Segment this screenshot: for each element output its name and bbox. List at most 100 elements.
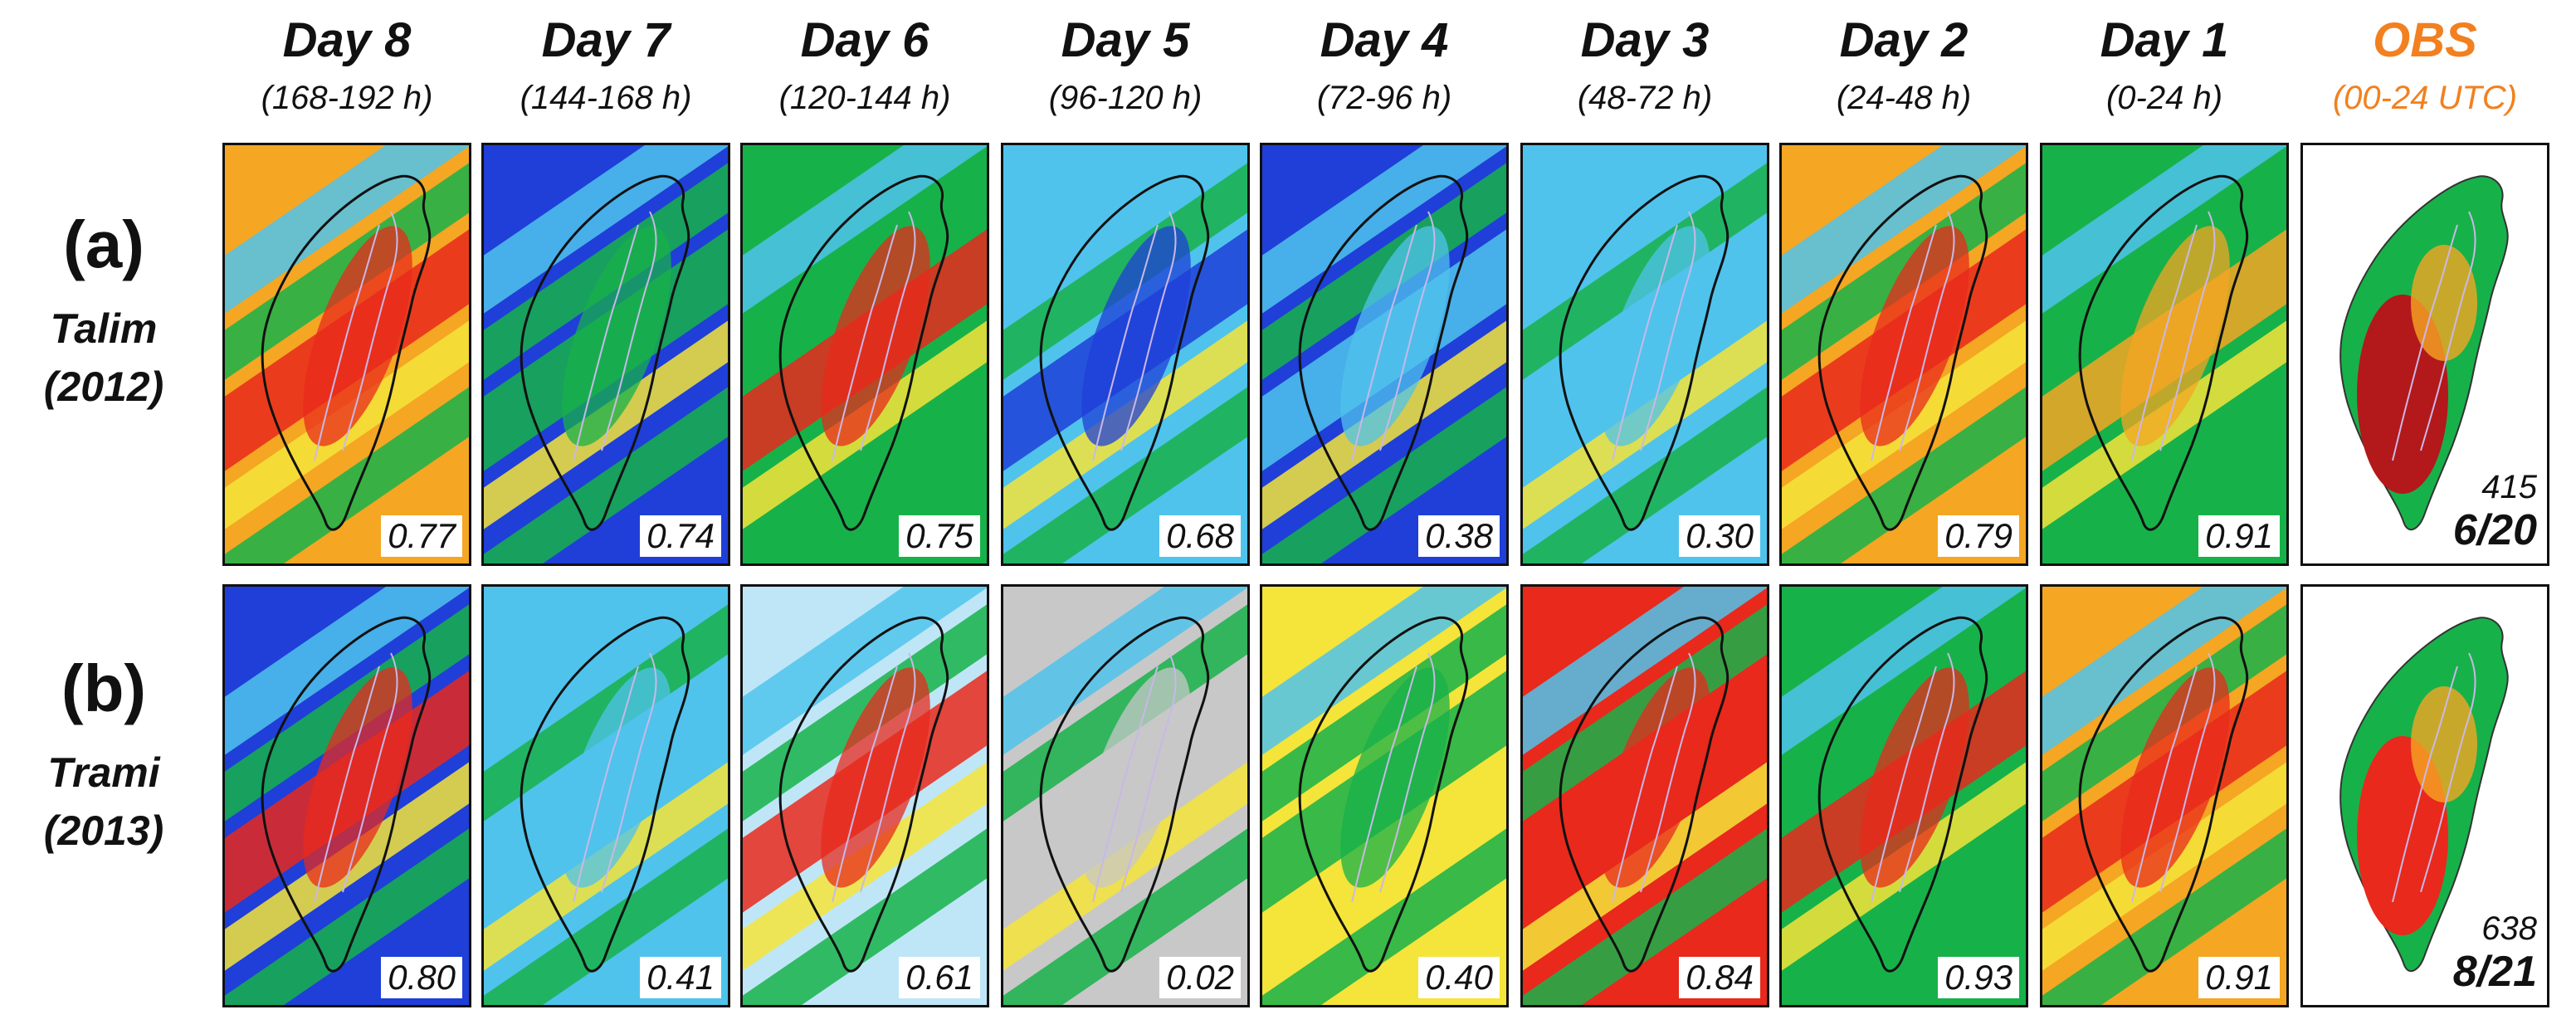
rainfall-map	[1262, 145, 1506, 563]
rain-band	[484, 828, 728, 1005]
column-title: Day 5	[1061, 13, 1190, 67]
forecast-map: 0.30	[1520, 143, 1769, 566]
rain-band	[1003, 587, 1247, 755]
island-outline	[1298, 174, 1469, 531]
rain-band	[1523, 828, 1767, 1005]
observation-map: 638 8/21	[2300, 584, 2549, 1007]
terrain-contour	[832, 211, 916, 461]
rain-band	[484, 387, 728, 563]
column-title: Day 6	[800, 13, 929, 67]
skill-score: 0.68	[1159, 515, 1241, 557]
island-outline	[1039, 174, 1210, 531]
rain-band	[225, 587, 469, 755]
rain-core	[562, 667, 671, 888]
observed-max-rainfall: 415	[2481, 469, 2537, 505]
island-outline	[261, 174, 432, 531]
rain-core	[1860, 226, 1969, 446]
island-outline	[778, 174, 949, 531]
terrain-contour	[573, 652, 657, 903]
terrain-contour	[1871, 211, 1955, 461]
terrain-contour	[1612, 652, 1696, 903]
forecast-map: 0.91	[2040, 143, 2289, 566]
island-outline	[1817, 616, 1988, 973]
rainfall-map	[1262, 587, 1506, 1005]
column-title: Day 8	[282, 13, 412, 67]
column-title: OBS	[2373, 13, 2477, 67]
terrain-contour	[2392, 211, 2476, 461]
rainfall-map	[484, 145, 728, 563]
column-range: (120-144 h)	[778, 80, 951, 116]
rain-core	[1081, 226, 1191, 446]
rain-band	[743, 828, 987, 1005]
terrain-contour	[1092, 652, 1177, 903]
rain-core	[303, 226, 412, 446]
rain-core	[1340, 667, 1450, 888]
typhoon-year: (2012)	[43, 363, 164, 410]
column-header-2: Day 7 (144-168 h)	[481, 12, 730, 128]
island-outline	[261, 616, 432, 973]
row-label-a: (a) Talim (2012)	[0, 207, 207, 423]
forecast-map: 0.61	[740, 584, 989, 1007]
observation-date: 6/20	[2452, 506, 2537, 554]
observed-max-rainfall: 638	[2481, 910, 2537, 947]
terrain-contour	[1612, 211, 1696, 461]
column-header-5: Day 4 (72-96 h)	[1260, 12, 1509, 128]
terrain-contour	[1351, 652, 1436, 903]
column-range: (48-72 h)	[1577, 80, 1713, 116]
forecast-map: 0.68	[1001, 143, 1250, 566]
column-header-1: Day 8 (168-192 h)	[222, 12, 471, 128]
terrain-contour	[2392, 652, 2476, 903]
row-label-b: (b) Trami (2013)	[0, 651, 207, 867]
rain-band	[1262, 145, 1506, 314]
forecast-map: 0.41	[481, 584, 730, 1007]
column-range: (168-192 h)	[261, 80, 433, 116]
island-outline	[520, 174, 690, 531]
rainfall-map	[743, 145, 987, 563]
column-range: (24-48 h)	[1836, 80, 1972, 116]
typhoon-year: (2013)	[43, 807, 164, 854]
rain-band	[1523, 387, 1767, 563]
row-letter: (a)	[63, 207, 144, 281]
skill-score: 0.30	[1679, 515, 1760, 557]
terrain-contour	[2131, 652, 2216, 903]
island-outline	[2078, 174, 2249, 531]
forecast-map: 0.84	[1520, 584, 1769, 1007]
terrain-contour	[314, 652, 398, 903]
rain-band	[2042, 587, 2286, 755]
rainfall-map	[2339, 617, 2509, 973]
rain-band	[1782, 828, 2026, 1005]
rain-band	[225, 145, 469, 314]
skill-score: 0.40	[1418, 957, 1500, 998]
rain-core	[303, 667, 412, 888]
rain-core	[821, 667, 930, 888]
column-title: Day 4	[1320, 13, 1449, 67]
terrain-contour	[1871, 652, 1955, 903]
column-header-8: Day 1 (0-24 h)	[2040, 12, 2289, 128]
rain-core	[1340, 226, 1450, 446]
column-title: Day 3	[1580, 13, 1710, 67]
rainfall-map	[2042, 587, 2286, 1005]
rain-band	[1003, 828, 1247, 1005]
rainfall-map	[2339, 175, 2509, 531]
island-outline	[1817, 174, 1988, 531]
rainfall-map	[2042, 145, 2286, 563]
rain-band	[225, 387, 469, 563]
rainfall-map	[1523, 587, 1767, 1005]
rainfall-map	[743, 587, 987, 1005]
rain-band	[1262, 828, 1506, 1005]
rain-core	[1081, 667, 1191, 888]
forecast-map: 0.74	[481, 143, 730, 566]
island-outline	[1039, 616, 1210, 973]
terrain-contour	[1351, 211, 1436, 461]
typhoon-name: Trami	[47, 749, 160, 796]
rain-core	[821, 226, 930, 446]
forecast-map: 0.75	[740, 143, 989, 566]
rain-band	[1523, 145, 1767, 314]
skill-score: 0.41	[640, 957, 721, 998]
rainfall-map	[1003, 145, 1247, 563]
forecast-map: 0.77	[222, 143, 471, 566]
skill-score: 0.79	[1938, 515, 2019, 557]
column-header-6: Day 3 (48-72 h)	[1520, 12, 1769, 128]
forecast-map: 0.79	[1779, 143, 2028, 566]
forecast-map: 0.93	[1779, 584, 2028, 1007]
